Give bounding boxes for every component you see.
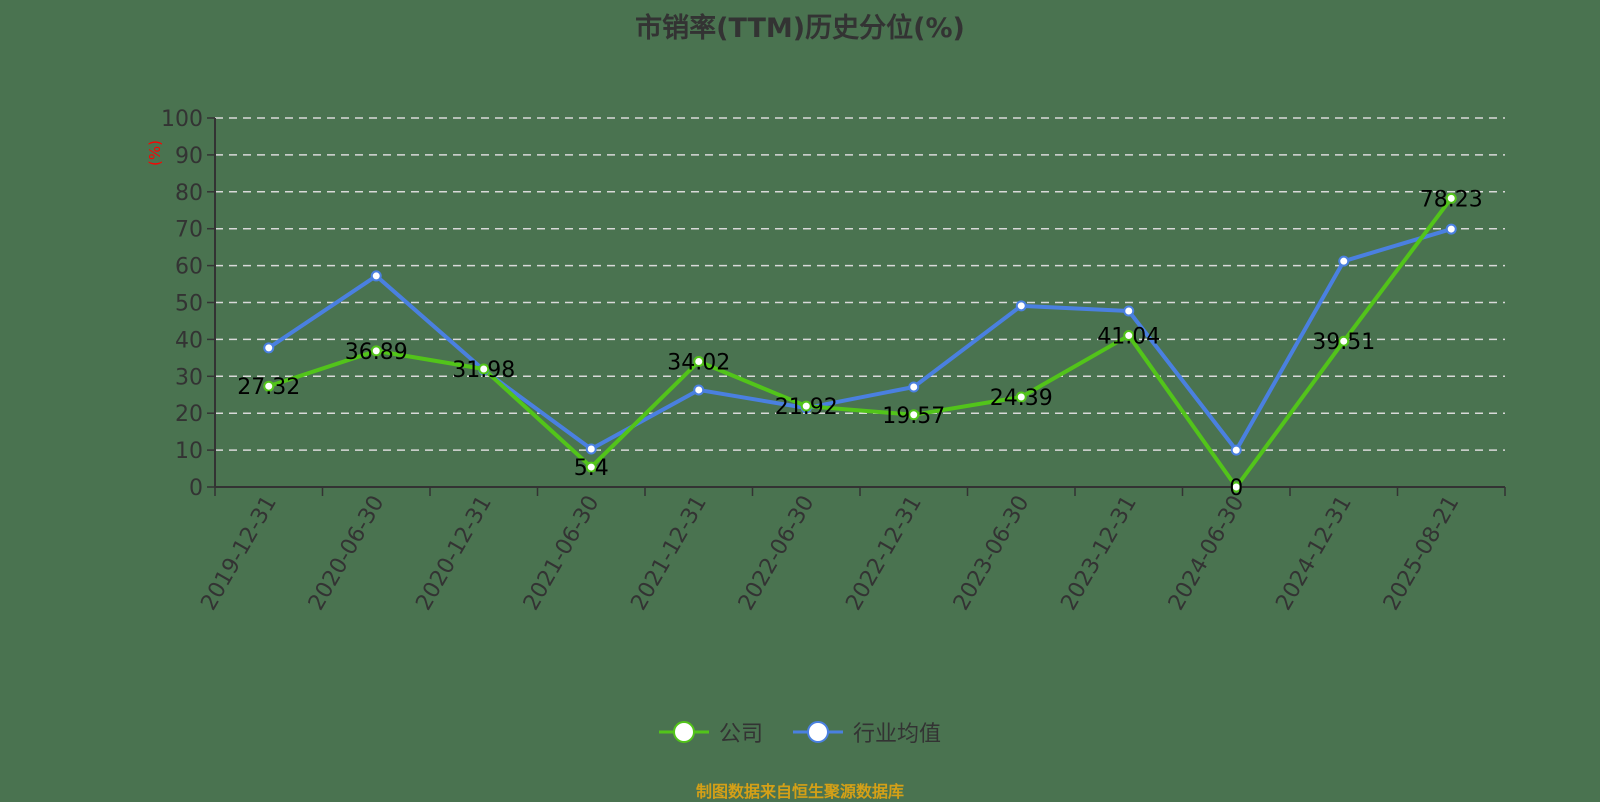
y-tick-label: 60 bbox=[175, 255, 203, 280]
x-tick-label: 2021-12-31 bbox=[626, 492, 712, 615]
data-point-marker[interactable] bbox=[1338, 335, 1350, 347]
x-tick-label: 2019-12-31 bbox=[196, 492, 282, 615]
x-tick-label: 2021-06-30 bbox=[519, 492, 605, 615]
data-point-marker[interactable] bbox=[1015, 391, 1027, 403]
data-point-marker[interactable] bbox=[370, 270, 382, 282]
legend-company-label: 公司 bbox=[718, 722, 763, 747]
data-point-marker[interactable] bbox=[585, 461, 597, 473]
x-tick-label: 2025-08-21 bbox=[1379, 492, 1465, 615]
chart-title: 市销率(TTM)历史分位(%) bbox=[635, 13, 965, 44]
y-tick-label: 100 bbox=[161, 107, 203, 132]
data-point-marker[interactable] bbox=[370, 345, 382, 357]
legend-company-marker-icon bbox=[658, 721, 709, 743]
legend-industry-label: 行业均值 bbox=[853, 722, 942, 747]
x-tick-label: 2020-12-31 bbox=[411, 492, 497, 615]
x-tick-label: 2023-06-30 bbox=[949, 492, 1035, 615]
data-value-label: 21.92 bbox=[775, 395, 838, 420]
data-point-marker[interactable] bbox=[693, 355, 705, 367]
y-tick-label: 50 bbox=[175, 292, 203, 317]
data-value-label: 24.39 bbox=[990, 386, 1053, 411]
y-tick-label: 0 bbox=[189, 476, 203, 501]
data-value-label: 41.04 bbox=[1097, 325, 1160, 350]
data-point-marker[interactable] bbox=[1230, 481, 1242, 493]
data-point-marker[interactable] bbox=[1015, 300, 1027, 312]
data-point-marker[interactable] bbox=[585, 443, 597, 455]
data-value-label: 5.4 bbox=[574, 456, 609, 481]
x-tick-label: 2022-06-30 bbox=[734, 492, 820, 615]
x-tick-label: 2024-12-31 bbox=[1271, 492, 1357, 615]
data-value-label: 78.23 bbox=[1420, 187, 1483, 212]
data-value-label: 39.51 bbox=[1312, 330, 1375, 355]
data-point-marker[interactable] bbox=[1338, 255, 1350, 267]
company-series-line bbox=[268, 197, 1453, 489]
data-source-footer: 制图数据来自恒生聚源数据库 bbox=[695, 782, 904, 801]
data-value-label: 31.98 bbox=[452, 358, 515, 383]
y-tick-label: 70 bbox=[175, 218, 203, 243]
x-tick-label: 2020-06-30 bbox=[304, 492, 390, 615]
data-point-marker[interactable] bbox=[908, 381, 920, 393]
x-tick-label: 2024-06-30 bbox=[1164, 492, 1250, 615]
data-point-marker[interactable] bbox=[693, 384, 705, 396]
y-tick-label: 20 bbox=[175, 402, 203, 427]
data-point-marker[interactable] bbox=[1123, 330, 1135, 342]
data-point-marker[interactable] bbox=[263, 380, 275, 392]
y-tick-label: 10 bbox=[175, 439, 203, 464]
data-point-marker[interactable] bbox=[1123, 305, 1135, 317]
data-point-marker[interactable] bbox=[478, 363, 490, 375]
y-axis-unit-label: (%) bbox=[146, 140, 164, 166]
legend-item-company[interactable]: 公司 bbox=[658, 716, 763, 748]
data-point-marker[interactable] bbox=[908, 409, 920, 421]
data-point-marker[interactable] bbox=[263, 342, 275, 354]
chart-legend: 公司 行业均值 bbox=[0, 716, 1600, 748]
legend-industry-marker-icon bbox=[793, 721, 843, 743]
data-value-label: 19.57 bbox=[882, 404, 945, 429]
y-tick-label: 80 bbox=[175, 181, 203, 206]
y-tick-label: 90 bbox=[175, 144, 203, 169]
data-point-marker[interactable] bbox=[1445, 192, 1457, 204]
data-value-label: 0 bbox=[1229, 476, 1243, 501]
data-point-marker[interactable] bbox=[800, 400, 812, 412]
data-value-label: 34.02 bbox=[667, 350, 730, 375]
data-value-label: 27.32 bbox=[237, 375, 300, 400]
data-point-marker[interactable] bbox=[1445, 223, 1457, 235]
industry-series-line bbox=[267, 227, 1452, 453]
y-tick-label: 40 bbox=[175, 328, 203, 353]
x-tick-label: 2022-12-31 bbox=[841, 492, 927, 615]
x-tick-label: 2023-12-31 bbox=[1056, 492, 1142, 615]
legend-item-industry[interactable]: 行业均值 bbox=[793, 716, 941, 748]
data-point-marker[interactable] bbox=[1230, 444, 1242, 456]
data-value-label: 36.89 bbox=[345, 340, 408, 365]
y-tick-label: 30 bbox=[175, 365, 203, 390]
